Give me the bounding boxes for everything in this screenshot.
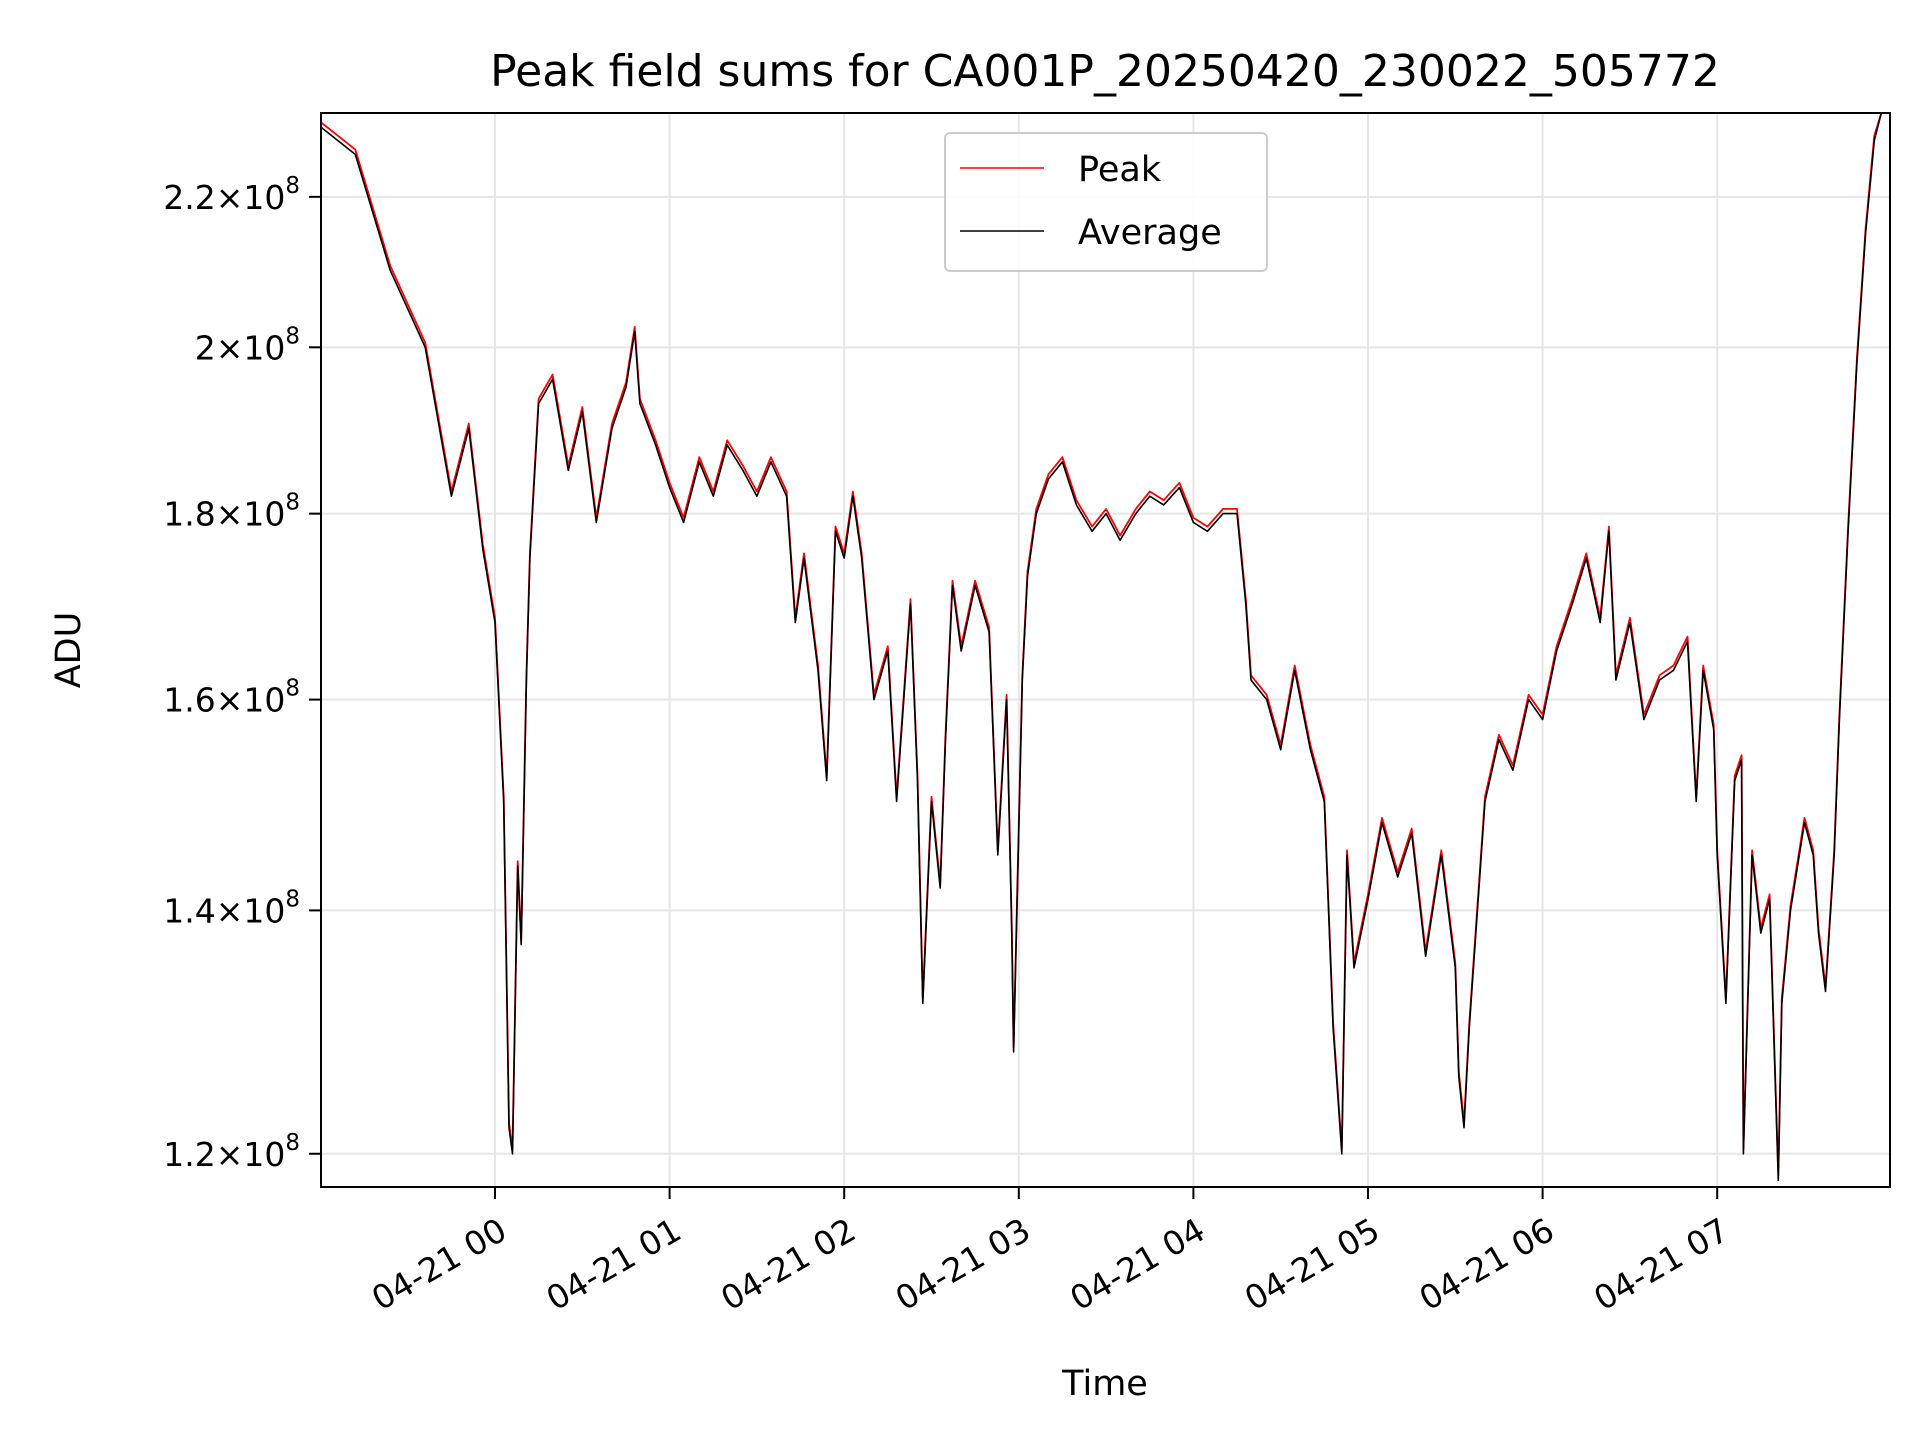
chart-title: Peak field sums for CA001P_20250420_2300…	[490, 46, 1720, 97]
y-axis-title: ADU	[49, 612, 89, 689]
y-tick-label: 1.8×108	[163, 490, 300, 534]
x-axis-title: Time	[1061, 1364, 1148, 1404]
y-tick-label: 2×108	[195, 323, 300, 367]
y-tick-label: 2.2×108	[163, 173, 300, 217]
legend: Peak Average	[944, 132, 1268, 272]
y-tick-label: 1.2×108	[163, 1130, 300, 1174]
y-tick-label: 1.6×108	[163, 676, 300, 720]
plot-lines	[319, 112, 1883, 1182]
y-axis: 1.2×108 1.4×108 1.6×108 1.8×108 2×108 2.2×108	[163, 173, 321, 1174]
legend-label-average: Average	[1078, 213, 1222, 253]
plot-frame	[320, 112, 1891, 1188]
legend-label-peak: Peak	[1078, 150, 1162, 190]
series-average-line	[319, 112, 1883, 1182]
y-tick-label: 1.4×108	[163, 886, 300, 930]
